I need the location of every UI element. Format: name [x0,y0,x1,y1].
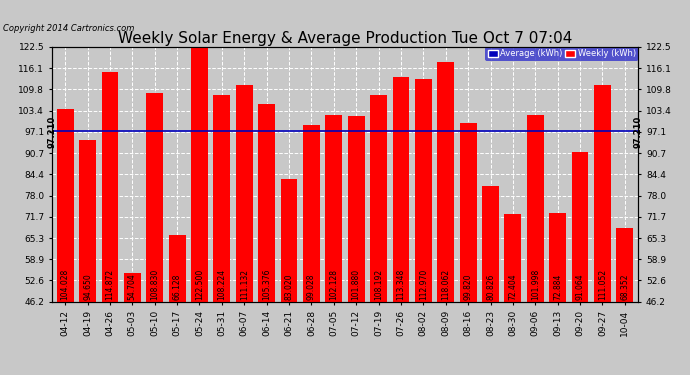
Bar [326,115,342,302]
Bar [415,79,432,302]
Text: 99.820: 99.820 [464,274,473,300]
Text: 102.128: 102.128 [329,269,338,300]
Text: 72.884: 72.884 [553,274,562,300]
Bar [101,72,119,302]
Bar [258,104,275,302]
Bar [549,213,566,302]
Text: 66.128: 66.128 [172,274,181,300]
Text: 104.028: 104.028 [61,269,70,300]
Bar [146,93,163,302]
Bar [616,228,633,302]
Bar [348,116,364,302]
Text: 111.052: 111.052 [598,269,607,300]
Bar [79,140,96,302]
Bar [213,94,230,302]
Bar [594,85,611,302]
Bar [527,116,544,302]
Text: 111.132: 111.132 [239,269,249,300]
Text: 99.028: 99.028 [307,274,316,300]
Text: 91.064: 91.064 [575,274,584,300]
Text: 72.404: 72.404 [509,274,518,300]
Text: 122.500: 122.500 [195,269,204,300]
Bar [370,95,387,302]
Text: 101.880: 101.880 [352,269,361,300]
Text: 114.872: 114.872 [106,269,115,300]
Bar [57,109,74,302]
Text: 83.020: 83.020 [284,274,293,300]
Bar [393,78,409,302]
Text: 118.062: 118.062 [441,269,451,300]
Text: 113.348: 113.348 [397,269,406,300]
Text: 105.376: 105.376 [262,269,271,300]
Bar [169,235,186,302]
Text: 112.970: 112.970 [419,269,428,300]
Bar [124,273,141,302]
Bar [236,85,253,302]
Text: 97.210: 97.210 [48,115,57,147]
Bar [571,152,589,302]
Bar [191,47,208,302]
Text: 68.352: 68.352 [620,274,629,300]
Legend: Average (kWh), Weekly (kWh): Average (kWh), Weekly (kWh) [485,47,638,61]
Text: 54.704: 54.704 [128,273,137,300]
Text: 108.224: 108.224 [217,269,226,300]
Text: 80.826: 80.826 [486,274,495,300]
Bar [482,186,499,302]
Bar [437,62,454,302]
Text: 94.650: 94.650 [83,273,92,300]
Bar [504,214,521,302]
Text: 101.998: 101.998 [531,269,540,300]
Bar [303,125,320,302]
Bar [281,179,297,302]
Title: Weekly Solar Energy & Average Production Tue Oct 7 07:04: Weekly Solar Energy & Average Production… [118,31,572,46]
Text: Copyright 2014 Cartronics.com: Copyright 2014 Cartronics.com [3,24,135,33]
Text: 108.192: 108.192 [374,269,383,300]
Text: 97.210: 97.210 [633,115,642,147]
Bar [460,123,477,302]
Text: 108.830: 108.830 [150,269,159,300]
